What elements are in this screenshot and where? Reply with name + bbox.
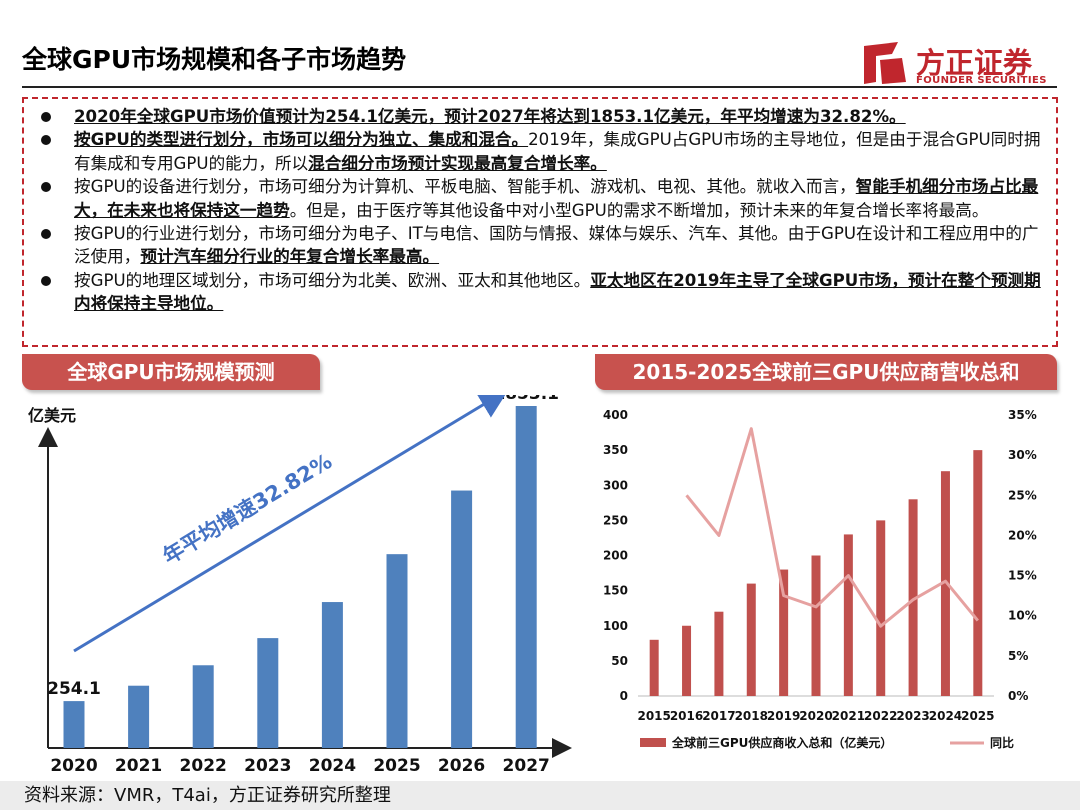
- data-label-2027: 1853.1: [493, 395, 559, 404]
- x-tick-label: 2022: [180, 756, 227, 776]
- x-tick-label: 2018: [735, 709, 768, 723]
- bar-2026: [451, 490, 473, 748]
- x-tick-label: 2022: [864, 709, 897, 723]
- y2-tick-label: 35%: [1008, 408, 1037, 422]
- summary-bullet: 按GPU的设备进行划分，市场可细分为计算机、平板电脑、智能手机、游戏机、电视、其…: [38, 175, 1046, 222]
- revenue-bar-2025: [973, 450, 983, 696]
- y-tick-label: 350: [603, 443, 628, 457]
- y-tick-label: 50: [611, 654, 628, 668]
- y2-tick-label: 0%: [1008, 689, 1028, 703]
- yoy-growth-line: [685, 427, 979, 628]
- x-tick-label: 2021: [115, 756, 162, 776]
- bar-2020: [63, 701, 85, 748]
- y-tick-label: 200: [603, 549, 628, 563]
- x-tick-label: 2021: [832, 709, 865, 723]
- summary-bullet: 2020年全球GPU市场价值预计为254.1亿美元，预计2027年将达到1853…: [38, 105, 1046, 128]
- bullet-emphasis-text: 2020年全球GPU市场价值预计为254.1亿美元，预计2027年将达到1853…: [74, 107, 906, 126]
- x-tick-label: 2020: [50, 756, 97, 776]
- y2-tick-label: 30%: [1008, 448, 1037, 462]
- founder-logo-mark-icon: [864, 42, 906, 84]
- summary-bullet: 按GPU的类型进行划分，市场可以细分为独立、集成和混合。2019年，集成GPU占…: [38, 128, 1046, 175]
- revenue-bar-2024: [940, 471, 950, 696]
- bullet-emphasis-text: 按GPU的类型进行划分，市场可以细分为独立、集成和混合。: [74, 130, 529, 150]
- revenue-bar-2016: [682, 625, 692, 696]
- bullet-text: 2019年，集成GPU占GPU市场的主导地位，但是由于混合GPU同时拥有集成和专…: [74, 130, 1041, 173]
- logo-english-name: FOUNDER SECURITIES: [916, 75, 1047, 86]
- y2-tick-label: 5%: [1008, 649, 1028, 663]
- x-tick-label: 2016: [670, 709, 703, 723]
- bar-2025: [386, 554, 408, 748]
- summary-bullet: 按GPU的行业进行划分，市场可细分为电子、IT与电信、国防与情报、媒体与娱乐、汽…: [38, 222, 1046, 269]
- bar-2021: [128, 685, 150, 748]
- bullet-emphasis-text: 混合细分市场预计实现最高复合增长率。: [308, 153, 607, 173]
- legend-revenue-swatch: [640, 738, 666, 747]
- bullet-text: 按GPU的设备进行划分，市场可细分为计算机、平板电脑、智能手机、游戏机、电视、其…: [74, 177, 856, 197]
- y2-tick-label: 10%: [1008, 609, 1037, 623]
- market-size-forecast-chart: 亿美元 2020 254.1 2021 2022 2023 2024 2025 2026 2027…: [28, 395, 572, 776]
- revenue-bar-2018: [746, 583, 756, 696]
- y2-tick-label: 15%: [1008, 569, 1037, 583]
- y-tick-label: 250: [603, 513, 628, 527]
- revenue-bar-2015: [649, 639, 659, 696]
- y-tick-label: 150: [603, 584, 628, 598]
- y2-tick-label: 25%: [1008, 488, 1037, 502]
- data-label-2020: 254.1: [47, 679, 101, 699]
- summary-bullet: 按GPU的地理区域划分，市场可细分为北美、欧洲、亚太和其他地区。亚太地区在201…: [38, 269, 1046, 316]
- x-tick-label: 2019: [767, 709, 800, 723]
- bullet-emphasis-text: 预计汽车细分行业的年复合增长率最高。: [140, 247, 440, 267]
- founder-securities-logo: 方正证券 FOUNDER SECURITIES: [862, 40, 1047, 90]
- x-tick-label: 2024: [929, 709, 962, 723]
- x-tick-label: 2027: [503, 756, 550, 776]
- x-tick-label: 2025: [961, 709, 994, 723]
- y-tick-label: 0: [620, 689, 628, 703]
- legend-yoy-label: 同比: [990, 735, 1014, 750]
- x-tick-label: 2023: [244, 756, 291, 776]
- top3-vendor-revenue-chart: 0 50 100 150 200 250 300 350 400 0% 5% 10% 15% 20% 25%…: [603, 408, 1037, 750]
- revenue-bar-2022: [876, 520, 886, 696]
- summary-box: 2020年全球GPU市场价值预计为254.1亿美元，预计2027年将达到1853…: [22, 97, 1058, 347]
- y-tick-label: 100: [603, 619, 628, 633]
- x-tick-label: 2025: [373, 756, 420, 776]
- legend-revenue-label: 全球前三GPU供应商收入总和（亿美元）: [671, 735, 892, 750]
- x-tick-label: 2020: [799, 709, 832, 723]
- bullet-emphasis-text: 亚太地区在2019年主导了全球GPU市场，预计在整个预测期内将保持主导地位。: [74, 270, 1041, 314]
- revenue-bar-2019: [779, 569, 789, 696]
- bullet-text: 按GPU的行业进行划分，市场可细分为电子、IT与电信、国防与情报、媒体与娱乐、汽…: [74, 224, 1039, 267]
- revenue-bar-2020: [811, 555, 821, 696]
- x-tick-label: 2024: [309, 756, 356, 776]
- y-tick-label: 300: [603, 478, 628, 492]
- x-tick-label: 2017: [702, 709, 735, 723]
- revenue-bar-2023: [908, 499, 918, 696]
- x-tick-label: 2023: [896, 709, 929, 723]
- source-note: 资料来源：VMR，T4ai，方正证券研究所整理: [0, 781, 1080, 810]
- revenue-bar-2021: [843, 534, 853, 696]
- revenue-bar-2017: [714, 611, 724, 696]
- bar-2024: [321, 602, 343, 748]
- bar-2022: [192, 665, 214, 748]
- summary-bullets: 2020年全球GPU市场价值预计为254.1亿美元，预计2027年将达到1853…: [38, 105, 1046, 316]
- y-tick-label: 400: [603, 408, 628, 422]
- vendor-revenue-chart-title: 2015-2025全球前三GPU供应商营收总和: [595, 354, 1057, 390]
- page-title: 全球GPU市场规模和各子市场趋势: [22, 45, 407, 74]
- x-tick-label: 2015: [637, 709, 670, 723]
- title-divider: [22, 86, 1057, 88]
- growth-trend-arrow: [73, 395, 509, 653]
- logo-chinese-name: 方正证券: [916, 46, 1033, 80]
- x-tick-label: 2026: [438, 756, 485, 776]
- bullet-text: 。但是，由于医疗等其他设备中对小型GPU的需求不断增加，预计未来的年复合增长率将…: [289, 200, 989, 220]
- bar-2027: [515, 406, 537, 748]
- bullet-emphasis-text: 智能手机细分市场占比最大，在未来也将保持这一趋势: [74, 177, 1039, 220]
- bar-2023: [257, 638, 279, 748]
- market-size-chart-title: 全球GPU市场规模预测: [22, 354, 320, 390]
- y-axis-label: 亿美元: [28, 406, 76, 425]
- y2-tick-label: 20%: [1008, 528, 1037, 542]
- bullet-text: 按GPU的地理区域划分，市场可细分为北美、欧洲、亚太和其他地区。: [74, 270, 591, 290]
